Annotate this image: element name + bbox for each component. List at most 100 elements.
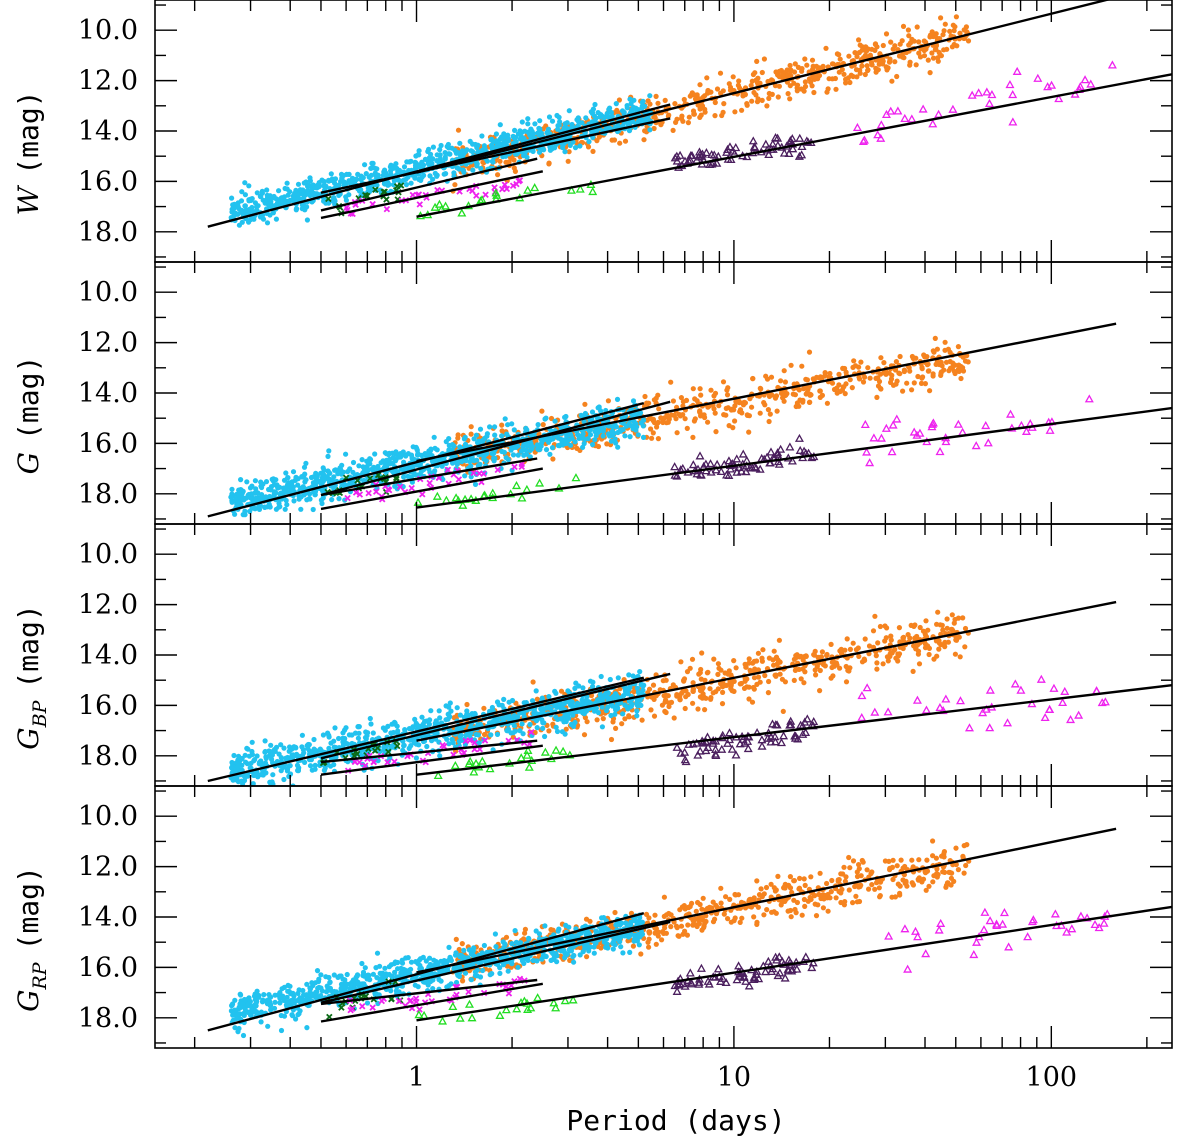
data-point: [575, 115, 581, 121]
data-point: [764, 149, 774, 159]
data-point: [730, 425, 736, 431]
data-point: [293, 206, 300, 212]
data-point: [468, 431, 474, 437]
data-point: [229, 499, 235, 505]
data-point: [581, 732, 588, 738]
data-point: [441, 201, 451, 210]
data-point: [873, 653, 879, 659]
data-point: [413, 755, 419, 761]
data-point: [565, 158, 571, 164]
data-point: [705, 419, 711, 425]
data-point: [608, 736, 615, 743]
data-point: [403, 182, 409, 188]
data-point: [338, 178, 344, 185]
data-point: [457, 712, 463, 718]
data-point: [711, 465, 721, 474]
data-point: [860, 379, 867, 385]
data-point: [747, 463, 757, 472]
data-point: [505, 457, 511, 463]
data-point: [594, 717, 600, 723]
data-point: [949, 612, 955, 618]
data-point: [518, 463, 526, 471]
data-point: [276, 188, 282, 194]
data-point: [807, 452, 817, 462]
data-point: [463, 443, 469, 449]
data-point: [800, 657, 806, 663]
data-point: [522, 447, 529, 453]
data-point: [596, 428, 603, 434]
data-point: [663, 692, 669, 698]
data-point: [888, 420, 898, 429]
data-point: [560, 144, 566, 151]
data-point: [428, 708, 434, 714]
data-point: [350, 459, 357, 466]
data-point: [626, 672, 632, 678]
data-point: [1080, 75, 1090, 84]
data-point: [494, 466, 502, 474]
data-point: [596, 134, 602, 140]
data-point: [545, 705, 551, 711]
data-point: [529, 444, 536, 450]
data-point: [499, 422, 505, 428]
data-point: [506, 699, 512, 705]
data-point: [922, 381, 929, 387]
data-point: [952, 651, 959, 657]
data-point: [246, 198, 252, 204]
data-point: [811, 652, 817, 658]
data-point: [302, 471, 308, 477]
data-point: [416, 152, 422, 158]
data-point: [412, 716, 418, 723]
data-point: [795, 133, 805, 142]
data-point: [627, 434, 633, 440]
data-point: [971, 441, 981, 450]
data-point: [243, 207, 249, 213]
data-point: [670, 127, 676, 133]
data-point: [758, 386, 764, 392]
data-point: [732, 109, 738, 115]
data-point: [396, 483, 404, 491]
data-point: [905, 27, 912, 33]
data-point: [934, 346, 941, 352]
data-point: [472, 481, 479, 487]
data-point: [511, 480, 522, 490]
y-tick-label: 18.0: [78, 217, 138, 248]
data-point: [473, 432, 479, 438]
data-point: [796, 403, 802, 409]
data-point: [735, 82, 742, 88]
data-point: [336, 735, 342, 742]
data-point: [520, 711, 527, 717]
data-point: [944, 616, 950, 622]
data-point: [851, 358, 857, 364]
data-point: [425, 148, 431, 155]
data-point: [640, 683, 646, 689]
data-point: [547, 147, 554, 153]
data-point: [814, 374, 820, 380]
data-point: [746, 696, 752, 702]
data-point: [694, 398, 700, 404]
data-point: [744, 101, 750, 107]
data-point: [921, 352, 927, 358]
data-point: [953, 637, 959, 643]
data-point: [737, 409, 743, 415]
data-point: [245, 746, 251, 752]
data-point: [916, 50, 922, 56]
data-point: [386, 181, 392, 188]
data-point: [515, 177, 523, 185]
data-point: [332, 725, 338, 731]
data-point: [612, 711, 618, 717]
data-point: [640, 98, 646, 104]
data-point: [577, 143, 583, 149]
data-point: [382, 450, 388, 456]
data-point: [878, 355, 884, 361]
data-point: [427, 469, 433, 475]
data-point: [731, 143, 741, 152]
data-point: [640, 423, 646, 429]
data-point: [778, 378, 784, 384]
data-point: [670, 470, 680, 479]
data-point: [697, 82, 703, 88]
data-point: [798, 86, 805, 92]
data-point: [401, 177, 407, 183]
data-point: [587, 432, 594, 438]
data-point: [447, 700, 453, 706]
data-point: [650, 430, 656, 436]
